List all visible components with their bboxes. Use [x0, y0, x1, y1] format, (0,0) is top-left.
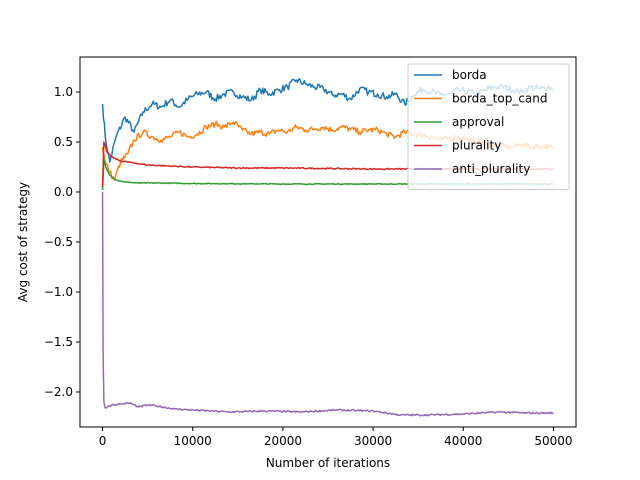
y-axis: −2.0 −1.5 −1.0 −0.5 0.0 0.5 1.0 — [44, 85, 80, 399]
x-tick-label: 20000 — [264, 434, 302, 448]
legend-label-anti-plurality: anti_plurality — [452, 162, 530, 176]
legend-label-borda: borda — [452, 68, 487, 82]
legend-label-borda-top-cand: borda_top_cand — [452, 92, 548, 106]
x-tick-label: 0 — [99, 434, 107, 448]
x-tick-label: 10000 — [174, 434, 212, 448]
x-tick-label: 50000 — [534, 434, 572, 448]
y-tick-label: −1.5 — [44, 335, 73, 349]
series-line-anti-plurality — [101, 191, 554, 417]
x-tick-label: 30000 — [354, 434, 392, 448]
legend-label-plurality: plurality — [452, 139, 501, 153]
x-axis: 0 10000 20000 30000 40000 50000 — [99, 427, 573, 448]
x-axis-label: Number of iterations — [266, 456, 390, 470]
y-tick-label: 0.5 — [54, 135, 73, 149]
y-axis-label: Avg cost of strategy — [16, 182, 30, 302]
y-tick-label: 1.0 — [54, 85, 73, 99]
y-tick-label: 0.0 — [54, 185, 73, 199]
y-tick-label: −0.5 — [44, 235, 73, 249]
y-tick-label: −2.0 — [44, 385, 73, 399]
legend: borda borda_top_cand approval plurality anti… — [407, 63, 570, 190]
legend-box — [407, 63, 570, 190]
x-tick-label: 40000 — [444, 434, 482, 448]
y-tick-label: −1.0 — [44, 285, 73, 299]
legend-label-approval: approval — [452, 115, 504, 129]
